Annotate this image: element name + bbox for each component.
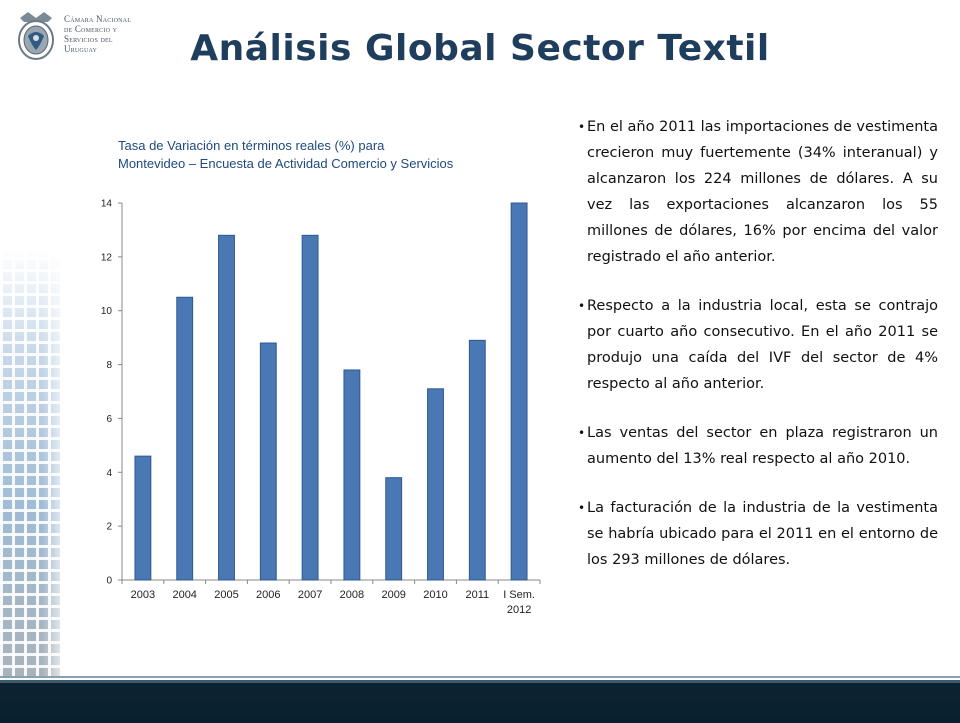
y-tick-label: 6 bbox=[106, 414, 112, 425]
chamber-logo: Cámara Nacional de Comercio y Servicios … bbox=[12, 8, 152, 68]
y-tick-label: 4 bbox=[106, 468, 112, 479]
logo-line-1: Cámara Nacional bbox=[64, 14, 132, 24]
bar-2010 bbox=[427, 388, 444, 581]
x-tick-label: 2007 bbox=[298, 589, 322, 601]
bar-2003 bbox=[134, 455, 152, 581]
bar-2007 bbox=[301, 234, 319, 581]
footer-bar bbox=[0, 680, 960, 723]
x-tick-label: 2006 bbox=[256, 589, 280, 601]
bar-2008 bbox=[343, 369, 361, 581]
x-tick-label: 2010 bbox=[423, 589, 447, 601]
footer-divider bbox=[0, 676, 960, 678]
chart-caption-line-2: Montevideo – Encuesta de Actividad Comer… bbox=[118, 156, 454, 171]
logo-line-2: de Comercio y bbox=[64, 24, 118, 34]
bullet-item-3: • Las ventas del sector en plaza registra… bbox=[578, 425, 938, 467]
x-tick-label: 2009 bbox=[381, 589, 405, 601]
logo-line-4: Uruguay bbox=[64, 44, 98, 54]
x-tick-label: 2008 bbox=[340, 589, 364, 601]
x-tick-label: I Sem. bbox=[503, 589, 535, 601]
y-tick-label: 8 bbox=[106, 360, 112, 371]
bar-chart: 0 2 4 6 8 10 12 14 2003 2004 2005 2006 2007 2008 2009 2… bbox=[101, 199, 541, 617]
bullet-item-4: • La facturación de la industria de la ve… bbox=[578, 500, 938, 568]
y-tick-label: 10 bbox=[101, 306, 113, 317]
x-tick-label: 2004 bbox=[172, 589, 196, 601]
bullet-text-2: Respecto a la industria local, esta se c… bbox=[587, 298, 938, 392]
bar-2006 bbox=[259, 342, 277, 581]
chart-caption: Tasa de Variación en términos reales (%)… bbox=[118, 137, 548, 173]
bar-2011 bbox=[468, 339, 486, 581]
x-tick-label: 2011 bbox=[465, 589, 489, 601]
bullet-text-1: En el año 2011 las importaciones de vest… bbox=[587, 119, 938, 265]
bullet-text-3: Las ventas del sector en plaza registrar… bbox=[587, 425, 938, 467]
y-tick-label: 2 bbox=[106, 522, 112, 533]
decorative-fade bbox=[0, 250, 70, 680]
chart-bars bbox=[134, 202, 528, 581]
bullet-item-2: • Respecto a la industria local, esta se … bbox=[578, 298, 938, 392]
bullet-item-1: • En el año 2011 las importaciones de ves… bbox=[578, 119, 938, 265]
page-title: Análisis Global Sector Textil bbox=[190, 28, 770, 69]
y-tick-label: 14 bbox=[101, 199, 113, 210]
bar-i-sem-2012 bbox=[510, 202, 528, 581]
x-tick-label: 2003 bbox=[131, 589, 155, 601]
bullet-list: • En el año 2011 las importaciones de ves… bbox=[578, 114, 938, 596]
bar-2005 bbox=[218, 234, 235, 581]
y-tick-label: 0 bbox=[106, 576, 112, 587]
seal-icon bbox=[18, 12, 54, 60]
x-tick-label: 2012 bbox=[507, 604, 531, 616]
chart-labels: 0 2 4 6 8 10 12 14 2003 2004 2005 2006 2007 2008 2009 2… bbox=[101, 199, 535, 617]
bullet-text-4: La facturación de la industria de la ves… bbox=[587, 500, 938, 568]
logo-line-3: Servicios del bbox=[64, 34, 113, 44]
x-tick-label: 2005 bbox=[214, 589, 238, 601]
chart-caption-line-1: Tasa de Variación en términos reales (%)… bbox=[118, 138, 385, 153]
y-tick-label: 12 bbox=[101, 252, 113, 263]
bar-2009 bbox=[385, 477, 403, 581]
bar-2004 bbox=[176, 296, 194, 581]
